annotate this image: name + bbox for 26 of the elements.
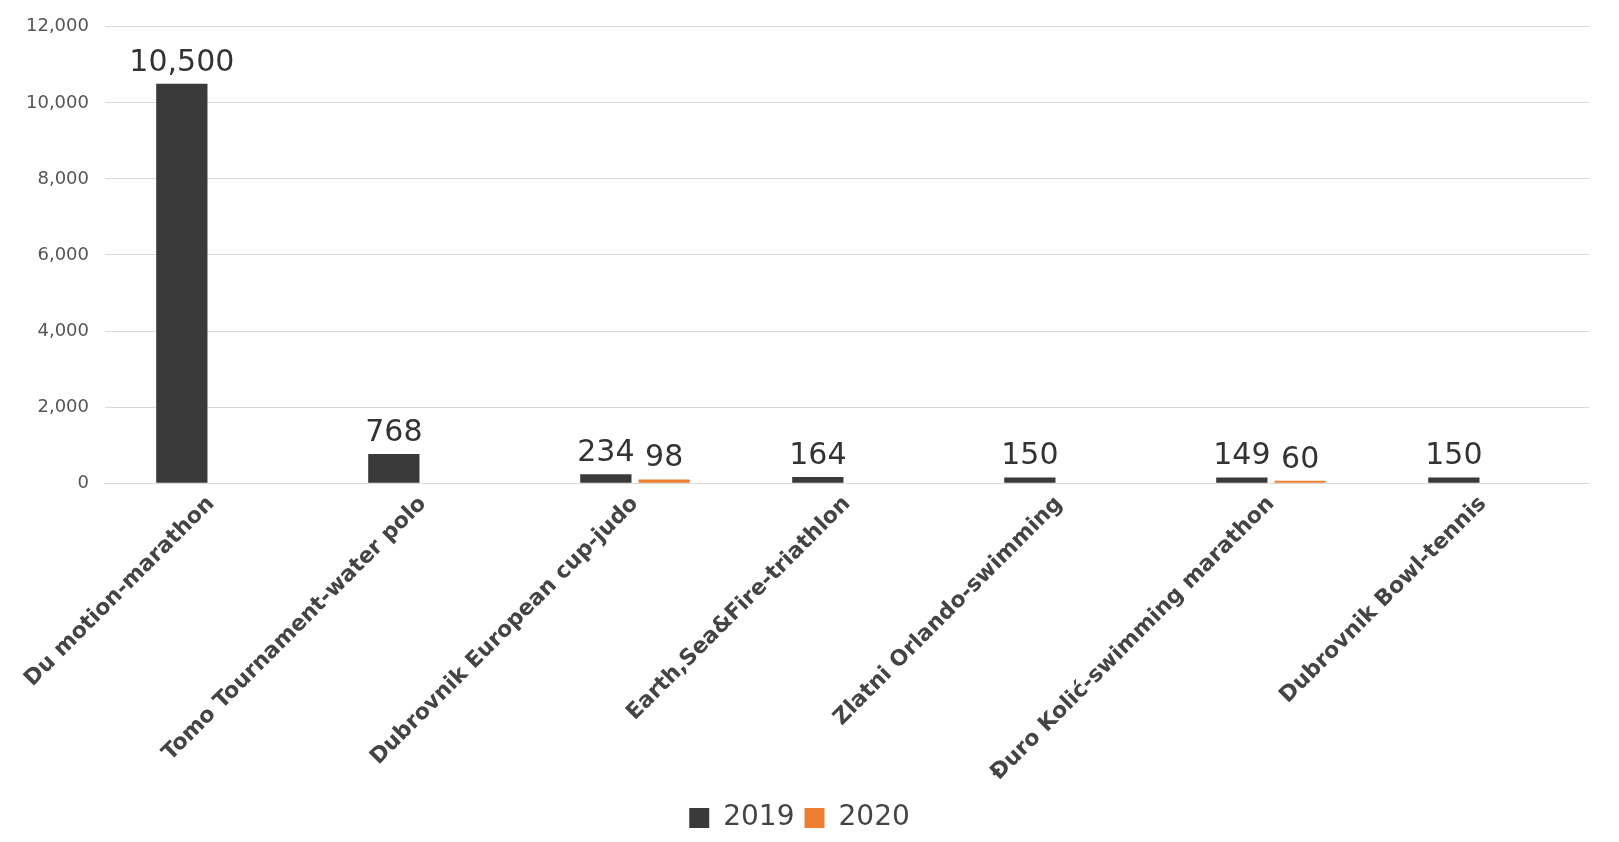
data-label: 150 [1001,436,1059,472]
data-label: 234 [577,433,635,469]
data-label: 60 [1281,439,1320,475]
bar [792,476,844,483]
data-label: 150 [1425,436,1483,472]
data-label: 149 [1213,436,1271,472]
bar [368,453,420,483]
legend-label: 2020 [838,799,910,833]
y-tick-label: 0 [77,470,89,492]
bar [1004,477,1056,483]
legend-label: 2019 [723,799,795,833]
bar [156,83,208,483]
y-tick-label: 10,000 [26,90,89,112]
bar [1428,477,1480,483]
bar [1216,477,1268,483]
y-tick-label: 8,000 [37,166,89,188]
y-tick-label: 2,000 [37,394,89,416]
data-label: 98 [645,438,684,474]
y-tick-label: 6,000 [37,242,89,264]
data-label: 10,500 [129,42,235,78]
bar [580,474,632,483]
y-tick-label: 12,000 [26,14,89,36]
data-label: 768 [365,412,423,448]
data-label: 164 [789,435,847,471]
bar [638,479,690,483]
y-tick-label: 4,000 [37,318,89,340]
